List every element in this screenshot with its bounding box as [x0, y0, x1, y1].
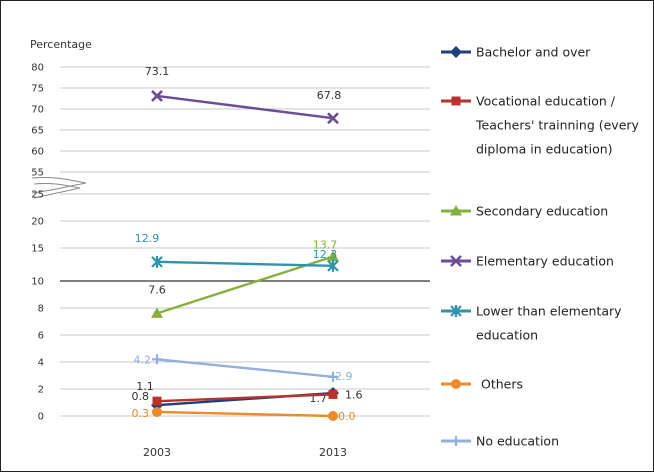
y-tick-label: 80: [31, 63, 44, 74]
y-tick-label: 25: [31, 190, 44, 201]
data-point-marker: [152, 354, 162, 365]
series-noedu: 4.2 2.9: [134, 353, 353, 383]
legend-marker: [451, 436, 461, 446]
data-label: 73.1: [145, 65, 170, 78]
y-tick-label: 8: [38, 304, 44, 315]
legend-item-noedu: No education: [441, 434, 559, 449]
y-axis-ticks: 0 2 4 6 8 10 15 20 25 55 60 65 70 75 80: [31, 63, 44, 423]
data-label: 12.3: [313, 248, 338, 261]
legend-marker: [450, 205, 462, 216]
data-label: 1.6: [345, 388, 363, 401]
axis-break-symbol: [31, 177, 87, 199]
y-tick-label: 6: [38, 331, 44, 342]
data-point-marker: [328, 411, 338, 421]
data-point-marker: [327, 259, 339, 272]
series-line: [156, 94, 334, 120]
y-tick-label: 0: [38, 412, 44, 423]
y-tick-label: 20: [31, 217, 44, 228]
data-label: 0.3: [132, 407, 150, 420]
axis-break-curve: [31, 177, 87, 194]
legend-label: Secondary education: [476, 204, 608, 219]
legend-item-secondary: Secondary education: [441, 204, 608, 219]
legend-label: Others: [481, 377, 523, 392]
y-tick-label: 60: [31, 147, 44, 158]
data-point-marker: [151, 90, 163, 102]
legend-label: No education: [476, 434, 559, 449]
y-tick-label: 2: [38, 385, 44, 396]
data-point-marker: [152, 396, 162, 406]
data-point-marker: [327, 112, 339, 125]
legend-marker: [451, 379, 461, 389]
legend-item-bachelor: Bachelor and over: [441, 45, 591, 60]
y-axis-title: Percentage: [30, 38, 92, 51]
data-label: 13.7: [313, 239, 338, 252]
data-label: 67.8: [317, 89, 342, 102]
y-tick-label: 70: [31, 105, 44, 116]
x-tick-label: 2013: [319, 446, 347, 459]
data-label: 0.0: [338, 410, 356, 423]
legend-item-vocational: Vocational education / Teachers' trainnin…: [441, 94, 640, 157]
legend-label: Vocational education /: [476, 94, 616, 109]
x-tick-label: 2003: [143, 446, 171, 459]
y-tick-label: 4: [38, 358, 44, 369]
series-secondary: 7.6 13.7: [148, 239, 339, 318]
data-point-marker: [327, 250, 339, 262]
y-tick-label: 75: [31, 84, 44, 95]
axis-break-curve: [33, 183, 81, 199]
legend-label: Lower than elementary: [476, 304, 622, 319]
legend-label: education: [476, 328, 538, 343]
legend-label: diploma in education): [476, 142, 613, 157]
data-point-marker: [328, 389, 338, 399]
series-line: [156, 410, 334, 418]
legend-item-elementary: Elementary education: [441, 254, 614, 269]
y-tick-label: 55: [31, 168, 44, 179]
series-line: [156, 260, 334, 268]
legend-label: Teachers' trainning (every: [475, 118, 640, 133]
series-line: [156, 393, 334, 403]
data-point-marker: [151, 255, 163, 268]
series-elementary: 73.1 67.8: [145, 65, 342, 125]
data-label: 0.8: [132, 390, 150, 403]
series-lines: 0.8 1.71.11.67.613.773.167.812.912.30.3 0.…: [132, 65, 363, 423]
legend-marker: [450, 305, 462, 317]
y-tick-label: 10: [31, 277, 44, 288]
data-point-marker: [151, 307, 163, 318]
legend-item-others: Others: [441, 377, 523, 392]
legend-label: Elementary education: [476, 254, 614, 269]
y-tick-label: 65: [31, 126, 44, 137]
legend-marker: [451, 96, 461, 106]
legend-marker: [450, 255, 462, 267]
series-line: [156, 358, 334, 379]
legend-item-lower: Lower than elementary education: [441, 304, 622, 343]
data-label: 12.9: [135, 232, 160, 245]
data-label: 7.6: [148, 283, 166, 296]
series-vocational: 1.1 1.6: [136, 380, 363, 406]
data-label: 1.1: [136, 380, 154, 393]
data-label: 4.2: [134, 353, 152, 366]
series-lower: 12.9 12.3: [135, 232, 339, 272]
data-point-marker: [328, 371, 338, 382]
legend-label: Bachelor and over: [476, 45, 591, 60]
data-label: 2.9: [335, 370, 353, 383]
legend: Bachelor and over Vocational education / T…: [441, 45, 640, 449]
y-tick-label: 15: [31, 244, 44, 255]
grid-lines: [60, 66, 430, 417]
data-point-marker: [152, 406, 162, 417]
legend-marker: [450, 46, 462, 58]
series-others: 0.3 0.0: [132, 406, 356, 423]
